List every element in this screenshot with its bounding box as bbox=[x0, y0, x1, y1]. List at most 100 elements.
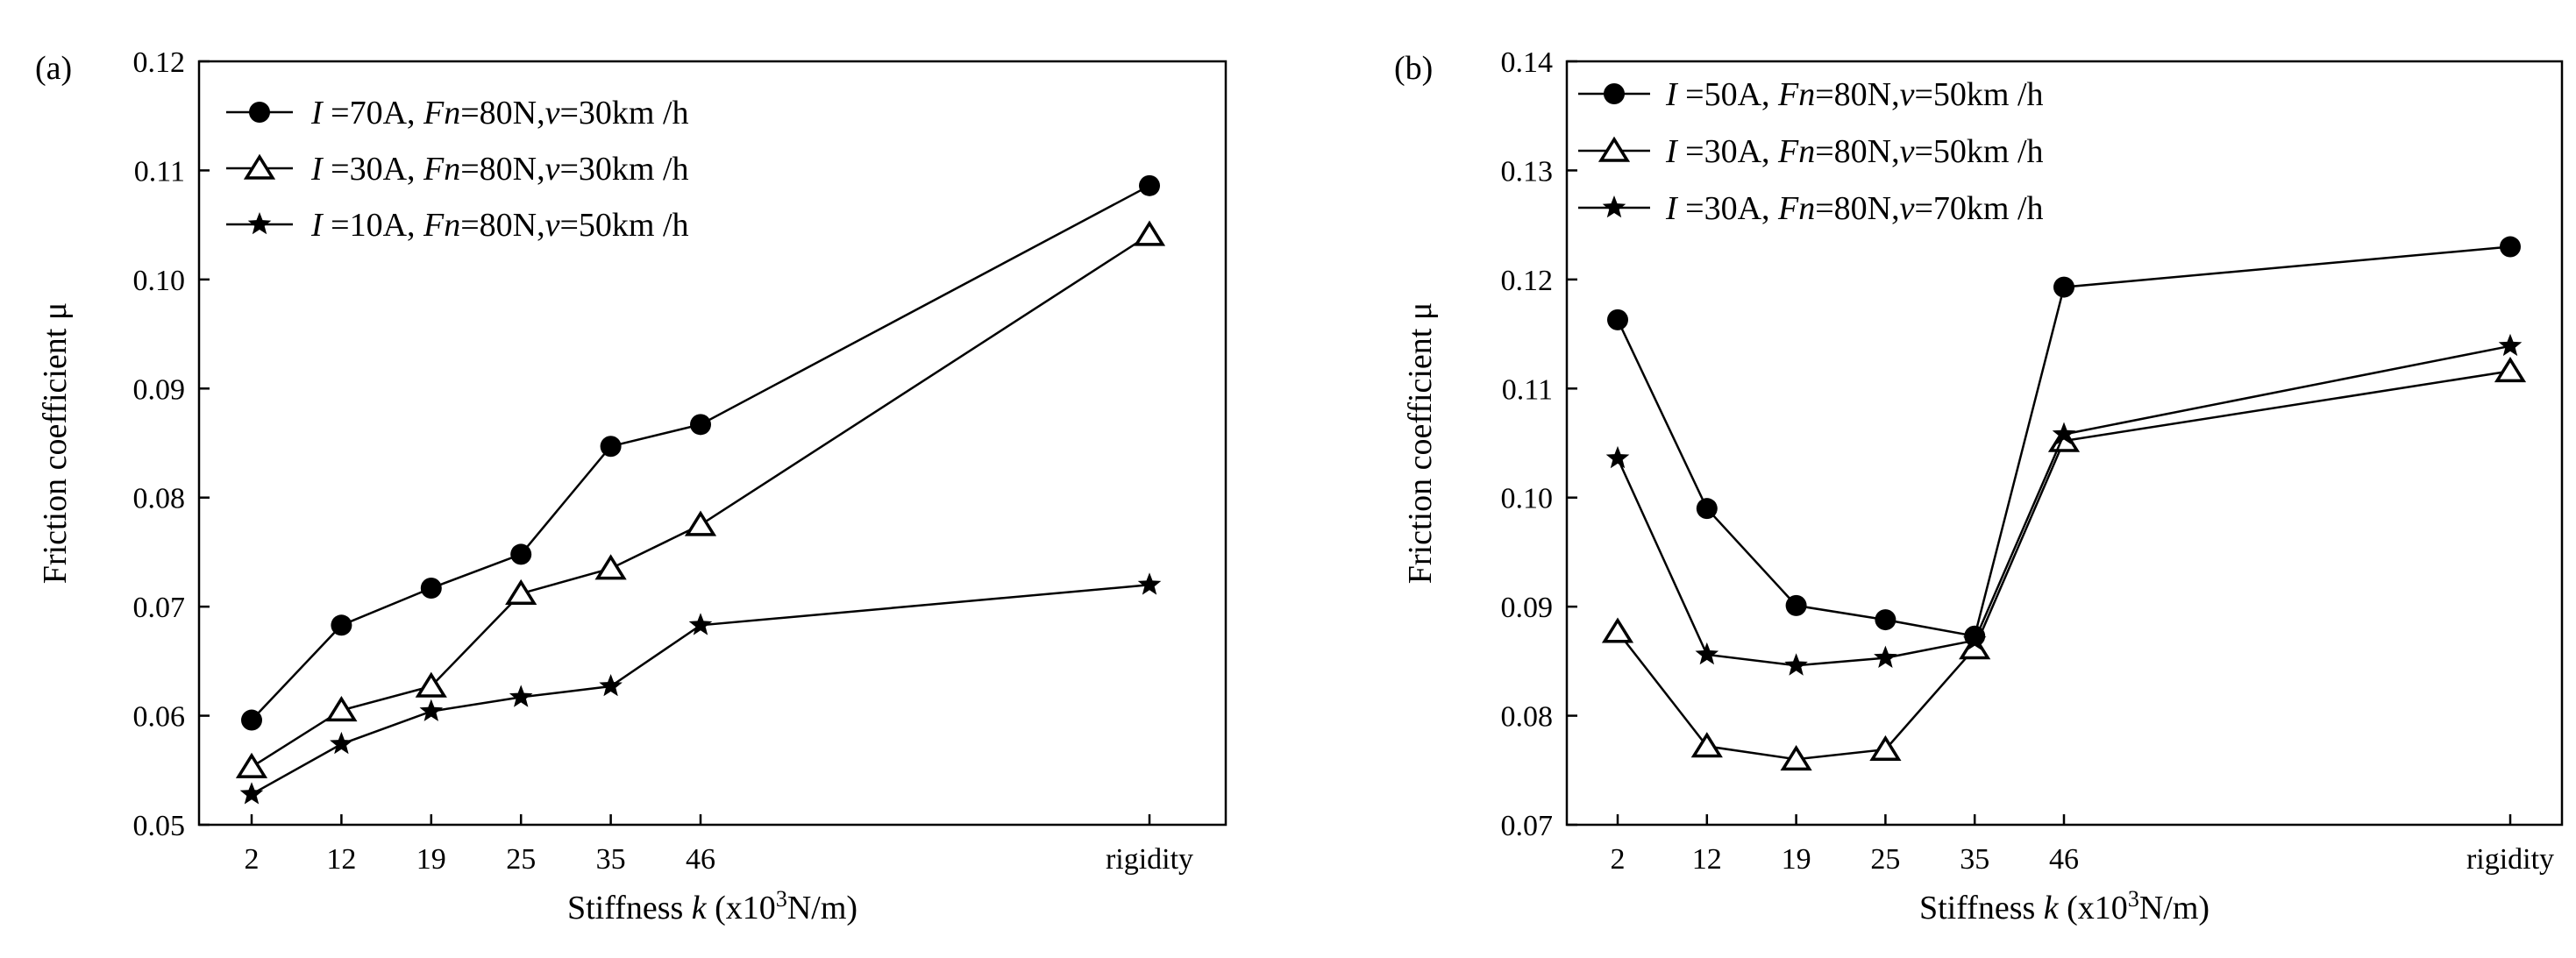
y-tick-label: 0.07 bbox=[133, 592, 186, 624]
data-point bbox=[1137, 572, 1162, 595]
x-tick-label: 46 bbox=[686, 843, 715, 876]
data-point bbox=[419, 699, 444, 721]
series-line bbox=[251, 184, 1150, 721]
y-tick-label: 0.07 bbox=[1501, 810, 1554, 842]
data-point bbox=[2500, 236, 2521, 258]
series-line bbox=[1616, 344, 2511, 667]
data-point bbox=[1875, 609, 1896, 631]
legend-label: I =30A, Fn=80N,v=70km /h bbox=[1665, 190, 2044, 227]
data-point bbox=[688, 613, 713, 635]
data-point bbox=[420, 577, 442, 599]
y-tick-label: 0.12 bbox=[133, 46, 186, 79]
data-point bbox=[1133, 220, 1166, 246]
data-point bbox=[2053, 276, 2074, 298]
legend-entry: I =10A, Fn=80N,v=50km /h bbox=[226, 207, 689, 244]
data-point bbox=[1139, 174, 1160, 196]
data-point bbox=[1695, 642, 1719, 665]
data-point bbox=[2052, 422, 2076, 444]
data-point bbox=[684, 510, 717, 536]
data-point bbox=[1607, 309, 1628, 330]
data-point bbox=[1874, 645, 1897, 668]
x-tick-label: 2 bbox=[245, 843, 260, 876]
x-tick-label: 2 bbox=[1611, 843, 1626, 876]
legend-label: I =70A, Fn=80N,v=30km /h bbox=[310, 95, 689, 131]
plot-frame bbox=[197, 60, 1228, 827]
data-point bbox=[1690, 732, 1723, 758]
legend-entry: I =50A, Fn=80N,v=50km /h bbox=[1578, 76, 2044, 113]
y-tick-label: 0.10 bbox=[133, 265, 186, 297]
data-point bbox=[510, 543, 532, 565]
legend-marker bbox=[1602, 195, 1626, 218]
data-point bbox=[505, 578, 537, 606]
data-point bbox=[1780, 745, 1812, 771]
chart-panel-b: 0.07 0.08 0.09 0.10 0.11 0.12 0.13 0.14 2 12 19 25 3… bbox=[1394, 46, 2564, 926]
legend-entry: I =30A, Fn=80N,v=50km /h bbox=[1578, 133, 2044, 170]
x-axis-title: Stiffness k (x103N/m) bbox=[1919, 886, 2210, 926]
legend-marker bbox=[247, 212, 272, 235]
y-axis-title: Friction coefficient μ bbox=[37, 302, 74, 584]
series-circle bbox=[241, 174, 1160, 731]
data-point bbox=[690, 414, 711, 436]
legend-label: I =10A, Fn=80N,v=50km /h bbox=[310, 207, 689, 244]
x-tick-label: 19 bbox=[1782, 843, 1811, 876]
y-tick-label: 0.08 bbox=[133, 483, 186, 515]
x-tick-label: 25 bbox=[1870, 843, 1900, 876]
x-tick-label: 19 bbox=[416, 843, 446, 876]
x-tick-label: 25 bbox=[506, 843, 536, 876]
x-tick-label: 12 bbox=[1692, 843, 1722, 876]
data-point bbox=[600, 436, 622, 458]
legend-label: I =30A, Fn=80N,v=30km /h bbox=[310, 151, 689, 188]
series-star bbox=[1605, 333, 2523, 676]
y-axis-title: Friction coefficient μ bbox=[1402, 302, 1439, 584]
legend-entry: I =30A, Fn=80N,v=70km /h bbox=[1578, 190, 2044, 227]
legend-label: I =30A, Fn=80N,v=50km /h bbox=[1665, 133, 2044, 170]
y-tick-label: 0.11 bbox=[1502, 373, 1553, 406]
x-axis-title: Stiffness k (x103N/m) bbox=[567, 886, 857, 926]
legend-marker bbox=[1604, 83, 1625, 104]
y-tick-label: 0.09 bbox=[1501, 592, 1554, 624]
y-tick-label: 0.09 bbox=[133, 373, 186, 406]
legend-entry: I =30A, Fn=80N,v=30km /h bbox=[226, 151, 689, 188]
data-point bbox=[1785, 594, 1807, 616]
y-tick-label: 0.13 bbox=[1501, 155, 1554, 188]
data-point bbox=[1959, 634, 1991, 660]
y-tick-label: 0.12 bbox=[1501, 265, 1554, 297]
series-line bbox=[251, 233, 1150, 769]
y-tick-label: 0.10 bbox=[1501, 483, 1554, 515]
series-star bbox=[239, 572, 1162, 805]
y-tick-label: 0.05 bbox=[133, 810, 186, 842]
x-tick-label: 46 bbox=[2049, 843, 2079, 876]
data-point bbox=[594, 554, 627, 580]
x-tick-label: rigidity bbox=[1106, 843, 1193, 876]
data-point bbox=[331, 614, 352, 636]
data-point bbox=[1962, 628, 1987, 650]
data-point bbox=[235, 752, 268, 778]
data-point bbox=[2498, 333, 2523, 357]
data-point bbox=[239, 782, 264, 805]
x-tick-label: 35 bbox=[596, 843, 626, 876]
y-tick-label: 0.06 bbox=[133, 701, 186, 734]
y-tick-label: 0.11 bbox=[134, 155, 185, 188]
data-point bbox=[599, 674, 623, 697]
data-point bbox=[415, 671, 447, 698]
legend-entry: I =70A, Fn=80N,v=30km /h bbox=[226, 95, 689, 131]
legend-marker bbox=[243, 153, 276, 180]
data-point bbox=[1869, 734, 1902, 761]
y-tick-label: 0.08 bbox=[1501, 701, 1554, 734]
x-tick-label: rigidity bbox=[2466, 843, 2554, 876]
data-point bbox=[509, 685, 533, 707]
data-point bbox=[330, 731, 353, 755]
y-tick-label: 0.14 bbox=[1501, 46, 1554, 79]
legend-marker bbox=[1598, 136, 1631, 162]
data-point bbox=[2494, 357, 2527, 383]
legend-marker bbox=[249, 102, 270, 123]
data-point bbox=[1696, 498, 1718, 520]
x-tick-label: 12 bbox=[326, 843, 356, 876]
data-point bbox=[1601, 617, 1634, 643]
data-point bbox=[241, 709, 262, 731]
data-point bbox=[1784, 653, 1808, 676]
chart-panel-a: 0.05 0.06 0.07 0.08 0.09 0.10 0.11 0.12 2 12 19 25 3… bbox=[35, 46, 1228, 926]
panel-label: (b) bbox=[1394, 50, 1433, 87]
data-point bbox=[325, 696, 358, 722]
